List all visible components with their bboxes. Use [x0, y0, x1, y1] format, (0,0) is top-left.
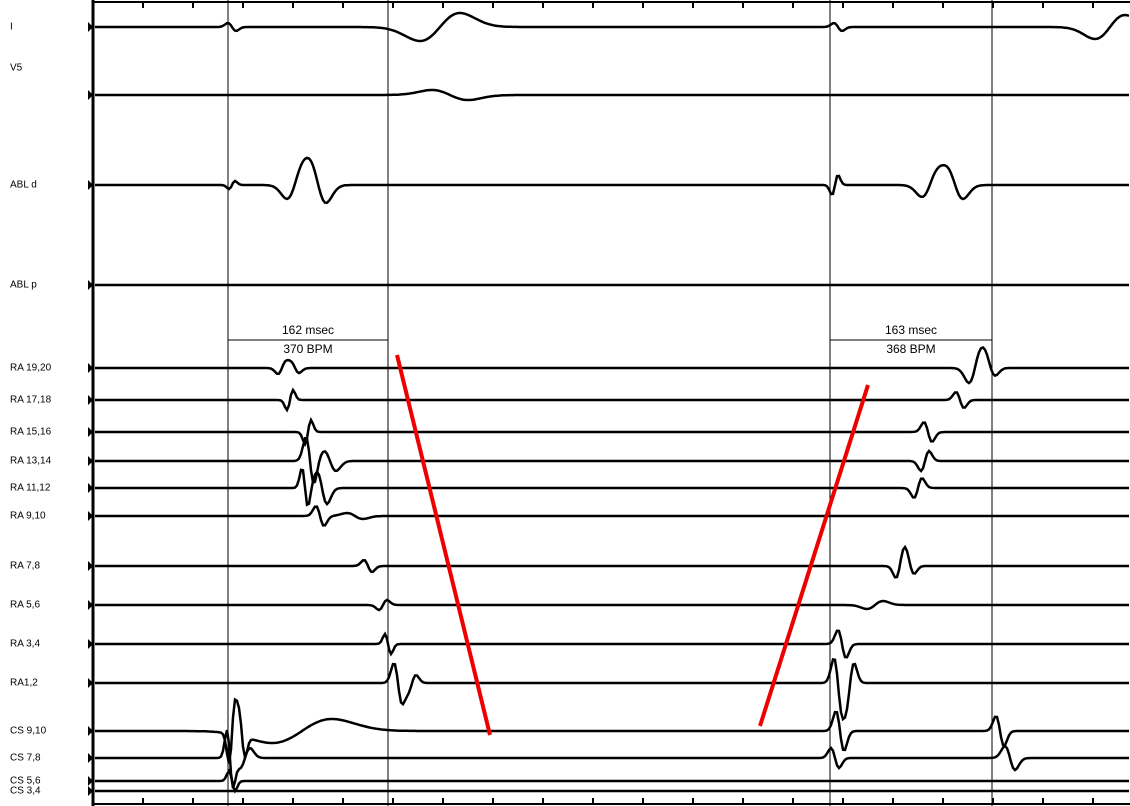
- channel-marker: [88, 600, 93, 610]
- channel-marker: [88, 561, 93, 571]
- trace: [95, 768, 1129, 794]
- channel-marker: [88, 363, 93, 373]
- trace: [95, 505, 1129, 527]
- channel-label: ABL p: [10, 280, 37, 291]
- time-ticks: [142, 2, 1094, 804]
- channel-marker: [88, 786, 93, 796]
- channel-marker: [88, 776, 93, 786]
- channel-label: CS 7,8: [10, 753, 41, 764]
- channel-marker: [88, 90, 93, 100]
- channel-label: RA 7,8: [10, 561, 40, 572]
- channel-label: CS 3,4: [10, 786, 41, 797]
- caliper: 162 msec 370 BPM: [228, 323, 388, 356]
- channel-label: RA 15,16: [10, 427, 52, 438]
- channel-label: RA 13,14: [10, 456, 52, 467]
- trace: [95, 436, 1129, 485]
- trace: [95, 729, 1129, 789]
- channel-label: RA 3,4: [10, 639, 40, 650]
- channel-label: RA 19,20: [10, 363, 52, 374]
- trace: [95, 88, 1129, 102]
- caliper-rate: 370 BPM: [283, 342, 332, 356]
- caliper-rate: 368 BPM: [886, 342, 935, 356]
- channel-label: V5: [10, 63, 23, 74]
- channel-marker: [88, 180, 93, 190]
- channel-marker: [88, 726, 93, 736]
- channel-marker: [88, 280, 93, 290]
- channel-label: RA1,2: [10, 678, 38, 689]
- annotation-line: [395, 354, 492, 736]
- channel-labels: I V5 ABL d ABL p RA 19,20 RA 17,18 RA 15,16 RA …: [10, 22, 93, 797]
- trace: [95, 387, 1129, 413]
- channel-label: CS 5,6: [10, 776, 41, 787]
- cursors: [227, 0, 993, 806]
- trace: [95, 657, 1129, 722]
- channel-marker: [88, 22, 93, 32]
- annotation-line: [758, 384, 870, 727]
- trace: [95, 544, 1129, 579]
- channel-marker: [88, 639, 93, 649]
- trace: [95, 598, 1129, 612]
- channel-label: RA 17,18: [10, 395, 52, 406]
- channel-marker: [88, 678, 93, 688]
- channel-marker: [88, 753, 93, 763]
- channel-label: I: [10, 22, 13, 33]
- channel-marker: [88, 456, 93, 466]
- channel-label: ABL d: [10, 180, 37, 191]
- trace: [95, 156, 1129, 204]
- trace: [95, 346, 1129, 385]
- trace: [95, 697, 1129, 764]
- caliper-interval: 162 msec: [282, 323, 334, 337]
- channel-label: RA 9,10: [10, 511, 46, 522]
- caliper-interval: 163 msec: [885, 323, 937, 337]
- channel-label: RA 5,6: [10, 600, 40, 611]
- traces: [95, 11, 1130, 794]
- trace: [95, 468, 1129, 507]
- channel-label: RA 11,12: [10, 483, 51, 494]
- channel-marker: [88, 511, 93, 521]
- trace: [95, 416, 1129, 448]
- caliper: 163 msec 368 BPM: [830, 323, 992, 356]
- trace: [95, 629, 1129, 659]
- channel-marker: [88, 483, 93, 493]
- trace: [95, 11, 1130, 43]
- channel-marker: [88, 427, 93, 437]
- channel-marker: [88, 395, 93, 405]
- channel-label: CS 9,10: [10, 726, 47, 737]
